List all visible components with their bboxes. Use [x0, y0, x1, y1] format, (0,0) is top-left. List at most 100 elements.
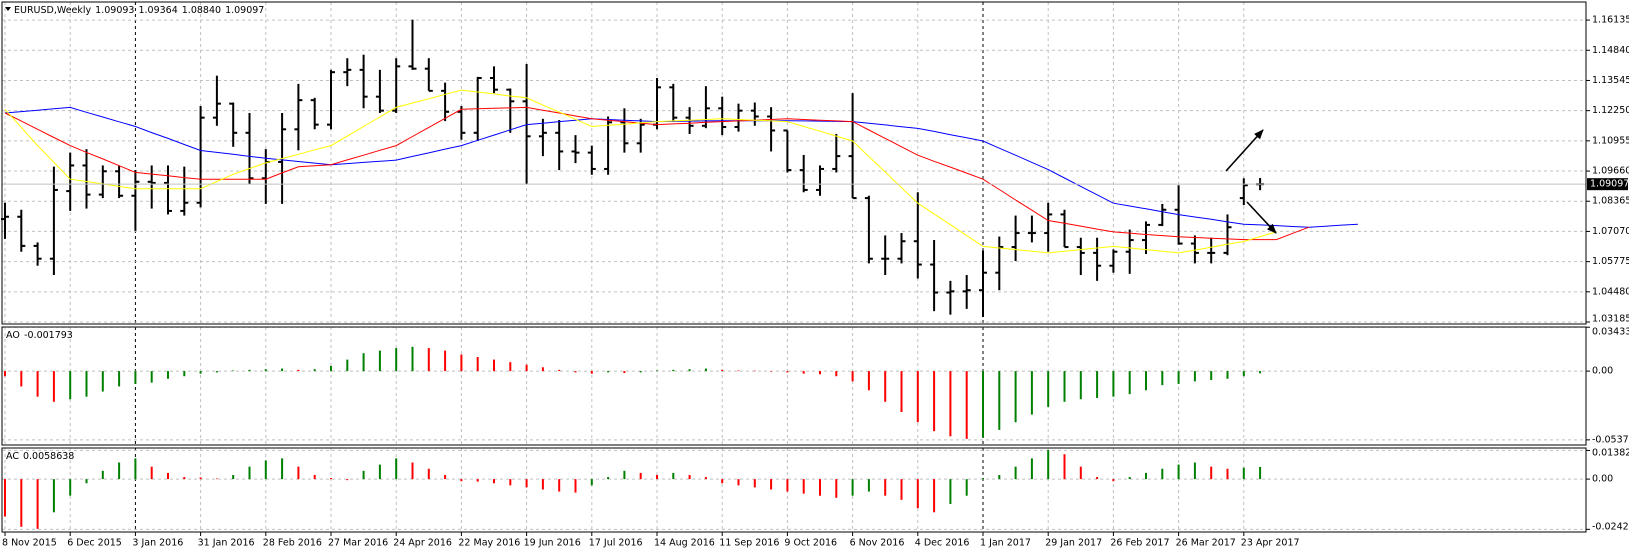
x-tick-label: 9 Oct 2016 — [784, 538, 837, 549]
x-tick-label: 28 Feb 2016 — [263, 538, 322, 549]
x-tick-label: 24 Apr 2016 — [393, 538, 452, 549]
y-tick-label: 1.08365 — [1592, 196, 1629, 207]
histogram-bar — [867, 479, 870, 492]
histogram-bar — [150, 466, 153, 480]
x-tick-label: 3 Jan 2016 — [132, 538, 183, 549]
histogram-bar — [36, 479, 39, 529]
histogram-bar — [819, 371, 821, 375]
histogram-bar — [444, 350, 447, 372]
histogram-bar — [1259, 371, 1262, 374]
histogram-bar — [215, 478, 218, 480]
x-tick-label: 26 Feb 2017 — [1110, 538, 1169, 549]
histogram-bar — [330, 478, 332, 480]
histogram-bar — [248, 369, 251, 372]
y-tick-label: 1.12250 — [1592, 105, 1629, 116]
y-tick-label: 0.013826 — [1592, 448, 1629, 459]
histogram-bar — [395, 458, 398, 480]
histogram-bar — [574, 371, 577, 373]
histogram-bar — [525, 364, 528, 372]
histogram-bar — [1030, 458, 1033, 480]
annotation-arrow — [1246, 201, 1277, 234]
histogram-bar — [183, 477, 186, 480]
histogram-bar — [509, 479, 512, 486]
panel-header: AO -0.001793 — [6, 330, 73, 341]
histogram-bar — [4, 371, 6, 377]
histogram-bar — [607, 477, 610, 480]
histogram-bar — [965, 371, 968, 439]
histogram-bar — [4, 479, 6, 517]
histogram-bar — [346, 479, 349, 481]
x-tick-label: 14 Aug 2016 — [654, 538, 715, 549]
histogram-bar — [949, 479, 952, 504]
x-tick-label: 31 Jan 2016 — [198, 538, 255, 549]
x-tick-label: 11 Sep 2016 — [719, 538, 779, 549]
x-tick-label: 17 Jul 2016 — [589, 538, 643, 549]
x-tick-label: 26 Mar 2017 — [1176, 538, 1236, 549]
histogram-bar — [1063, 454, 1066, 480]
histogram-bar — [1145, 371, 1147, 391]
histogram-bar — [656, 474, 658, 480]
histogram-bar — [819, 479, 821, 496]
y-tick-label: -0.053771 — [1592, 434, 1629, 445]
y-tick-label: -0.024215 — [1592, 522, 1629, 533]
histogram-bar — [411, 462, 414, 480]
histogram-bar — [313, 474, 316, 480]
histogram-bar — [770, 371, 773, 372]
histogram-bar — [558, 369, 561, 372]
histogram-bar — [737, 370, 740, 372]
x-tick-label: 22 May 2016 — [458, 538, 520, 549]
histogram-bar — [1210, 371, 1213, 381]
histogram-bar — [721, 479, 724, 484]
histogram-bar — [1128, 371, 1131, 395]
histogram-bar — [215, 371, 218, 373]
histogram-bar — [1096, 477, 1099, 480]
quote-value: 1.09364 — [138, 5, 177, 16]
histogram-bar — [1226, 468, 1229, 480]
menu-triangle[interactable] — [5, 7, 11, 11]
histogram-bar — [330, 365, 332, 372]
histogram-bar — [183, 371, 186, 377]
histogram-bar — [509, 362, 512, 372]
histogram-bar — [884, 479, 887, 496]
y-tick-label: 1.04480 — [1592, 286, 1629, 297]
histogram-bar — [851, 371, 854, 382]
histogram-bar — [639, 371, 642, 373]
histogram-bar — [264, 369, 267, 372]
histogram-bar — [1047, 450, 1050, 480]
histogram-bar — [900, 479, 903, 500]
histogram-bar — [476, 357, 479, 372]
histogram-bar — [1063, 371, 1066, 402]
histogram-bar — [101, 371, 104, 392]
histogram-bar — [20, 371, 23, 387]
histogram-bar — [949, 371, 952, 437]
x-tick-label: 29 Jan 2017 — [1045, 538, 1102, 549]
histogram-bar — [835, 479, 838, 498]
histogram-bar — [688, 474, 691, 480]
histogram-bar — [460, 479, 463, 482]
histogram-bar — [444, 474, 447, 480]
histogram-bar — [69, 479, 72, 496]
histogram-bar — [1145, 472, 1147, 480]
histogram-bar — [427, 468, 430, 480]
histogram-bar — [1242, 371, 1245, 377]
histogram-bar — [786, 479, 789, 492]
y-tick-label: 0.034338 — [1592, 327, 1629, 338]
x-tick-label: 4 Dec 2016 — [915, 538, 970, 549]
histogram-bar — [623, 470, 626, 480]
histogram-bar — [933, 371, 936, 432]
histogram-bar — [916, 371, 919, 423]
histogram-bar — [541, 367, 544, 372]
histogram-bar — [134, 371, 137, 384]
histogram-bar — [1047, 371, 1050, 407]
x-tick-label: 6 Nov 2016 — [850, 538, 905, 549]
histogram-bar — [199, 371, 202, 374]
y-tick-label: 0.00 — [1592, 474, 1613, 485]
histogram-bar — [85, 479, 88, 484]
histogram-bar — [704, 477, 707, 480]
histogram-bar — [395, 348, 398, 372]
histogram-bar — [558, 479, 561, 492]
